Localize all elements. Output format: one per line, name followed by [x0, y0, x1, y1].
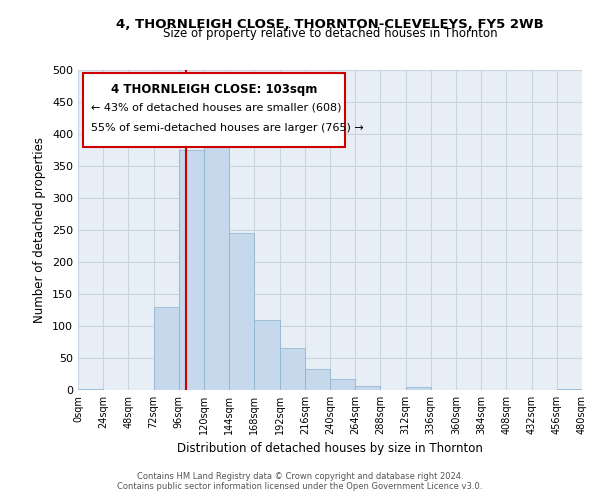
Bar: [204, 124, 229, 390]
Text: Contains public sector information licensed under the Open Government Licence v3: Contains public sector information licen…: [118, 482, 482, 491]
Bar: [78, 388, 103, 390]
Text: 4, THORNLEIGH CLOSE, THORNTON-CLEVELEYS, FY5 2WB: 4, THORNLEIGH CLOSE, THORNTON-CLEVELEYS,…: [116, 18, 544, 30]
Bar: [280, 348, 305, 390]
Text: 55% of semi-detached houses are larger (765) →: 55% of semi-detached houses are larger (…: [91, 123, 364, 133]
Bar: [330, 379, 355, 390]
Text: ← 43% of detached houses are smaller (608): ← 43% of detached houses are smaller (60…: [91, 102, 341, 112]
Bar: [406, 387, 431, 390]
Bar: [254, 320, 280, 390]
Bar: [355, 386, 380, 390]
Y-axis label: Number of detached properties: Number of detached properties: [34, 137, 46, 323]
Text: Size of property relative to detached houses in Thornton: Size of property relative to detached ho…: [163, 28, 497, 40]
X-axis label: Distribution of detached houses by size in Thornton: Distribution of detached houses by size …: [177, 442, 483, 456]
Bar: [154, 307, 179, 390]
Text: Contains HM Land Registry data © Crown copyright and database right 2024.: Contains HM Land Registry data © Crown c…: [137, 472, 463, 481]
Bar: [179, 150, 204, 390]
FancyBboxPatch shape: [83, 73, 345, 147]
Text: 4 THORNLEIGH CLOSE: 103sqm: 4 THORNLEIGH CLOSE: 103sqm: [111, 83, 317, 96]
Bar: [229, 233, 254, 390]
Bar: [305, 369, 330, 390]
Bar: [557, 388, 582, 390]
